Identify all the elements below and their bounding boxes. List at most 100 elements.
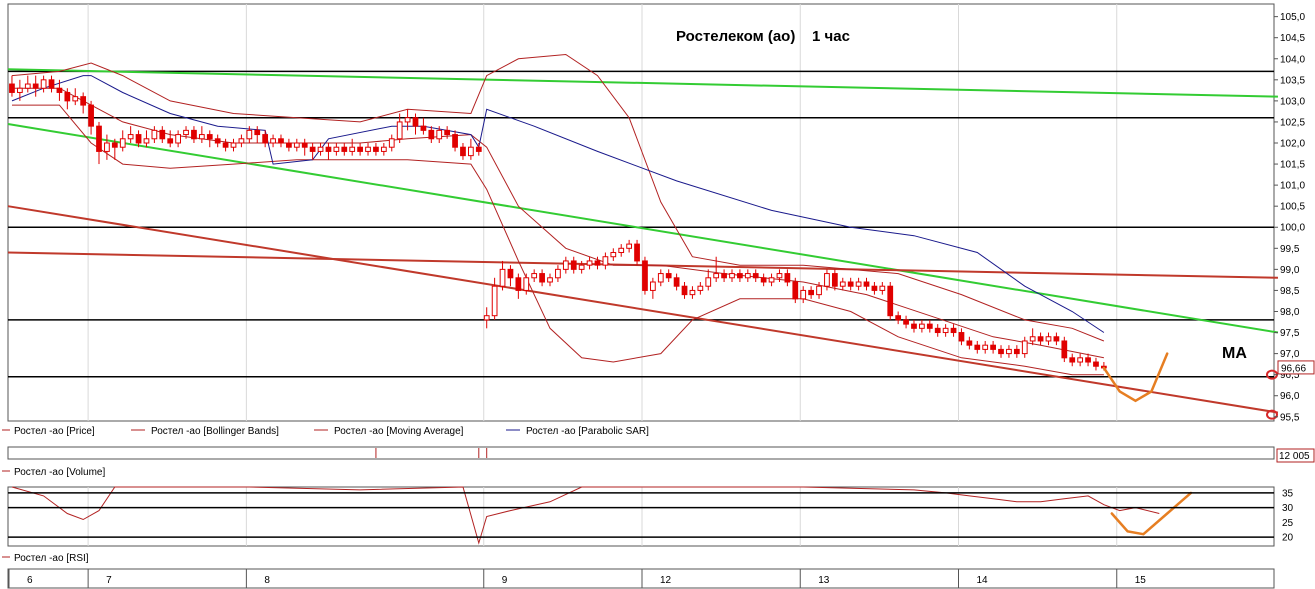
price-tick-label: 103,0 — [1280, 96, 1305, 107]
candle-body — [816, 285, 822, 296]
candle-body — [942, 327, 949, 334]
candle-body — [1085, 357, 1091, 363]
candle-body — [1093, 361, 1099, 367]
candle-body — [9, 83, 15, 93]
candle-body — [191, 129, 197, 140]
candle-body — [222, 142, 229, 148]
candle-body — [1037, 336, 1044, 342]
volume-panel — [375, 448, 488, 458]
candle-body — [24, 83, 31, 89]
candle-body — [610, 252, 617, 258]
legend-bollinger: Ростел -ао [Bollinger Bands] — [151, 426, 279, 437]
candle-body — [349, 146, 356, 152]
candle-body — [104, 142, 110, 152]
candle-body — [847, 281, 854, 287]
candle-body — [673, 277, 680, 287]
candle-body — [214, 138, 221, 144]
candle-body — [412, 117, 419, 127]
candle-body — [618, 247, 625, 254]
candle-body — [96, 125, 102, 152]
candle-body — [72, 96, 79, 102]
candle-body — [1069, 357, 1076, 363]
candle-body — [634, 243, 640, 262]
price-tick-label: 98,0 — [1280, 307, 1300, 318]
legend-volume: Ростел -ао [Volume] — [14, 467, 105, 478]
price-panel-frame — [7, 3, 1275, 422]
day-label: 13 — [818, 575, 830, 586]
candle-body — [570, 260, 577, 270]
candle-body — [721, 273, 727, 279]
candle-body — [752, 273, 759, 279]
moving-average-line — [12, 87, 1104, 359]
candle-body — [547, 277, 553, 283]
candle-body — [855, 281, 862, 287]
day-label: 15 — [1135, 575, 1147, 586]
price-tick-label: 103,5 — [1280, 75, 1305, 86]
candle-body — [515, 277, 522, 291]
candle-body — [808, 289, 814, 296]
volume-legend: Ростел -ао [Volume] — [2, 467, 105, 478]
candle-body — [230, 142, 237, 148]
candle-body — [206, 134, 213, 140]
candle-body — [768, 277, 775, 283]
candle-body — [760, 277, 767, 283]
candle-body — [1021, 340, 1028, 355]
legend-moving-average: Ростел -ао [Moving Average] — [334, 426, 464, 437]
candle-body — [293, 142, 300, 148]
rsi-legend: Ростел -ао [RSI] — [2, 553, 89, 564]
volume-label-box — [1276, 448, 1315, 463]
day-label: 6 — [27, 575, 33, 586]
candle-body — [175, 134, 181, 144]
price-tick-label: 96,5 — [1280, 370, 1300, 381]
candle-body — [539, 273, 545, 283]
candle-body — [895, 315, 902, 321]
rsi-tick-label: 30 — [1282, 503, 1294, 514]
candle-body — [681, 285, 688, 296]
rsi-tick-label: 20 — [1282, 533, 1294, 544]
candle-body — [982, 344, 989, 350]
candle-body — [784, 273, 791, 283]
candle-body — [1013, 348, 1020, 355]
price-tick-label: 104,0 — [1280, 54, 1305, 65]
candle-body — [555, 268, 561, 279]
price-tick-label: 99,0 — [1280, 265, 1300, 276]
volume-axis-label: 12 005 — [1279, 451, 1310, 462]
candle-body — [341, 146, 348, 152]
candle-body — [990, 344, 996, 350]
candle-body — [254, 129, 261, 136]
candle-body — [499, 268, 506, 287]
candle-body — [919, 323, 925, 329]
price-tick-label: 99,5 — [1280, 244, 1300, 255]
candle-body — [80, 96, 87, 106]
candle-body — [649, 281, 656, 291]
volume-panel-frame — [7, 446, 1275, 460]
candle-body — [127, 134, 134, 140]
candle-body — [301, 142, 308, 148]
price-tick-label: 95,5 — [1280, 412, 1300, 423]
candle-body — [911, 323, 917, 329]
candle-body — [871, 285, 878, 291]
candle-body — [373, 146, 379, 152]
forecast-marker — [1266, 409, 1278, 420]
candle-body — [1029, 336, 1036, 342]
candle-body — [491, 285, 498, 317]
candle-body — [357, 146, 363, 152]
candle-body — [737, 273, 743, 279]
candle-body — [436, 129, 443, 140]
candle-body — [135, 134, 142, 144]
day-label: 12 — [660, 575, 672, 586]
price-tick-label: 98,5 — [1280, 286, 1300, 297]
candle-body — [594, 260, 601, 266]
candle-body — [278, 138, 284, 144]
time-axis: 6 7 8 9 12 13 14 15 — [8, 569, 1147, 588]
candle-body — [705, 277, 712, 287]
candle-body — [159, 129, 166, 140]
candle-body — [792, 281, 799, 300]
forecast-price-curve — [1102, 352, 1169, 403]
candle-body — [32, 83, 39, 89]
legend-rsi: Ростел -ао [RSI] — [14, 553, 89, 564]
candle-body — [531, 273, 538, 279]
price-tick-label: 102,0 — [1280, 139, 1305, 150]
price-axis: 105,0 104,5 104,0 103,5 103,0 102,5 102,0 101,5… — [1274, 12, 1315, 423]
